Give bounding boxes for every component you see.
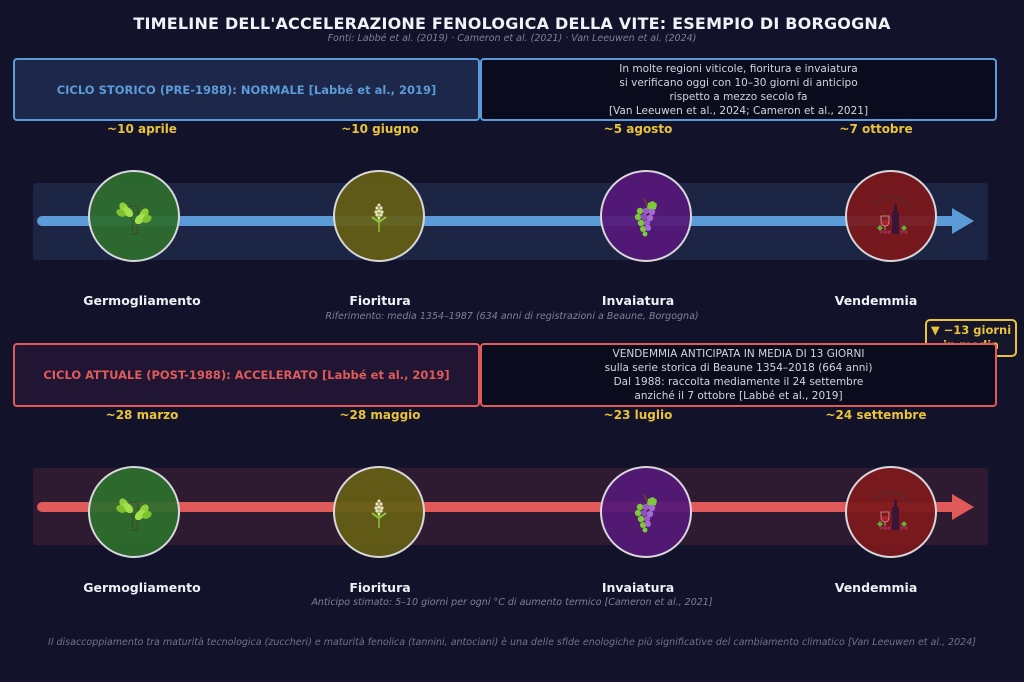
historic-note-box: In molte regioni viticole, fioritura e i… [480,58,997,121]
historic-stage-vendemmia: VENDEMMIA [845,170,937,262]
current-stage-label-germogliamento: Germogliamento [83,580,201,595]
current-stage-fioritura [333,466,425,558]
historic-stage-germogliamento [88,170,180,262]
current-date-invaiatura: ~23 luglio [603,408,673,422]
vendemmia-arc-text: VENDEMMIA [873,194,911,211]
historic-arrow-icon [952,208,974,234]
historic-note-line: rispetto a mezzo secolo fa [669,90,808,103]
footer-note: Il disaccoppiamento tra maturità tecnolo… [48,637,976,648]
budding-vine-icon [116,498,152,531]
budding-vine-icon [116,202,152,235]
wine-bottle-icon: VENDEMMIA [873,194,912,234]
historic-date-germogliamento: ~10 aprile [107,122,177,136]
current-date-vendemmia: ~24 settembre [825,408,927,422]
current-timeline-line [37,502,957,512]
vendemmia-arc-text: VENDEMMIA [873,490,911,507]
historic-timeline-line [37,216,957,226]
historic-stage-label-invaiatura: Invaiatura [601,293,675,308]
historic-note-line: [Van Leeuwen et al., 2024; Cameron et al… [608,104,869,117]
historic-cycle-label: CICLO STORICO (PRE-1988): NORMALE [Labbé… [13,58,480,121]
current-note-line: Dal 1988: raccolta mediamente il 24 sett… [613,376,864,388]
current-stage-invaiatura [600,466,692,558]
historic-date-invaiatura: ~5 agosto [603,122,673,136]
historic-stage-label-germogliamento: Germogliamento [83,293,201,308]
current-note-line: anziché il 7 ottobre [Labbé et al., 2019… [634,390,843,402]
historic-reference-note: Riferimento: media 1354–1987 (634 anni d… [325,311,699,322]
current-note-box: VENDEMMIA ANTICIPATA IN MEDIA DI 13 GIOR… [480,343,997,407]
svg-text:VENDEMMIA: VENDEMMIA [873,490,911,507]
current-arrow-icon [952,494,974,520]
current-note-line: sulla serie storica di Beaune 1354–2018 … [604,362,873,374]
historic-stage-label-vendemmia: Vendemmia [834,293,918,308]
historic-stage-fioritura [333,170,425,262]
diagram-title: TIMELINE DELL'ACCELERAZIONE FENOLOGICA D… [133,14,891,33]
historic-date-fioritura: ~10 giugno [341,122,419,136]
sources-subtitle: Fonti: Labbé et al. (2019) · Cameron et … [327,33,697,44]
current-stage-label-invaiatura: Invaiatura [601,580,675,595]
current-stage-vendemmia: VENDEMMIA [845,466,937,558]
current-note-line: VENDEMMIA ANTICIPATA IN MEDIA DI 13 GIOR… [612,348,865,360]
current-cycle-label: CICLO ATTUALE (POST-1988): ACCELERATO [L… [13,343,480,407]
historic-stage-invaiatura [600,170,692,262]
wine-bottle-icon: VENDEMMIA [873,490,912,530]
current-stage-label-vendemmia: Vendemmia [834,580,918,595]
historic-note-line: si verificano oggi con 10–30 giorni di a… [619,76,858,89]
grape-bunch-icon [634,197,657,237]
current-stage-label-fioritura: Fioritura [349,580,411,595]
svg-text:VENDEMMIA: VENDEMMIA [873,194,911,211]
grape-bunch-icon [634,493,657,533]
badge-line: ▼ −13 giorni [930,323,1012,337]
historic-note-line: In molte regioni viticole, fioritura e i… [619,62,858,75]
flower-cluster-icon [371,499,387,528]
current-stage-germogliamento [88,466,180,558]
current-date-fioritura: ~28 maggio [339,408,421,422]
current-reference-note: Anticipo stimato: 5–10 giorni per ogni °… [311,597,713,608]
flower-cluster-icon [371,203,387,232]
historic-date-vendemmia: ~7 ottobre [839,122,913,136]
current-date-germogliamento: ~28 marzo [105,408,179,422]
historic-stage-label-fioritura: Fioritura [349,293,411,308]
